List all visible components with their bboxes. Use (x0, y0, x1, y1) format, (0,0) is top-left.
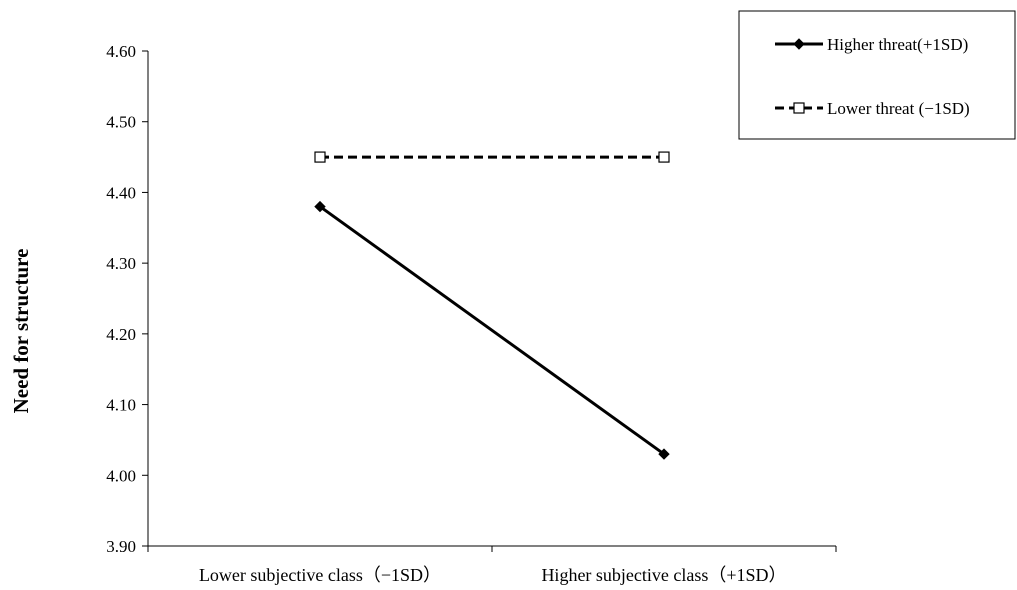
y-tick-label: 4.40 (106, 183, 136, 202)
legend-marker (793, 102, 805, 114)
y-tick-label: 4.50 (106, 113, 136, 132)
legend-marker (793, 38, 805, 50)
y-axis-title: Need for structure (9, 249, 33, 414)
series-1 (314, 200, 670, 460)
y-tick-label: 4.20 (106, 325, 136, 344)
legend-label: Lower threat (−1SD) (827, 99, 970, 118)
x-tick-label: Lower subjective class（−1SD） (199, 565, 441, 585)
y-tick-label: 4.60 (106, 42, 136, 61)
legend-label: Higher threat(+1SD) (827, 35, 968, 54)
series-2 (314, 151, 670, 163)
data-point (314, 151, 326, 163)
y-tick-label: 4.00 (106, 466, 136, 485)
y-tick-label: 4.30 (106, 254, 136, 273)
data-point (658, 448, 670, 460)
series-line (319, 205, 665, 456)
legend: Higher threat(+1SD) Lower threat (−1SD) (738, 10, 1016, 140)
legend-item: Higher threat(+1SD) (775, 35, 968, 54)
y-tick-label: 3.90 (106, 537, 136, 556)
y-tick-label: 4.10 (106, 396, 136, 415)
legend-item: Lower threat (−1SD) (775, 99, 970, 118)
axes: 3.90 4.00 4.10 4.20 4.30 4.40 4.50 4.60 Lower su… (106, 42, 837, 585)
legend-box (738, 10, 1016, 140)
x-tick-label: Higher subjective class（+1SD） (541, 565, 786, 585)
data-point (658, 151, 670, 163)
series-layer (314, 151, 670, 460)
data-point (314, 200, 326, 213)
